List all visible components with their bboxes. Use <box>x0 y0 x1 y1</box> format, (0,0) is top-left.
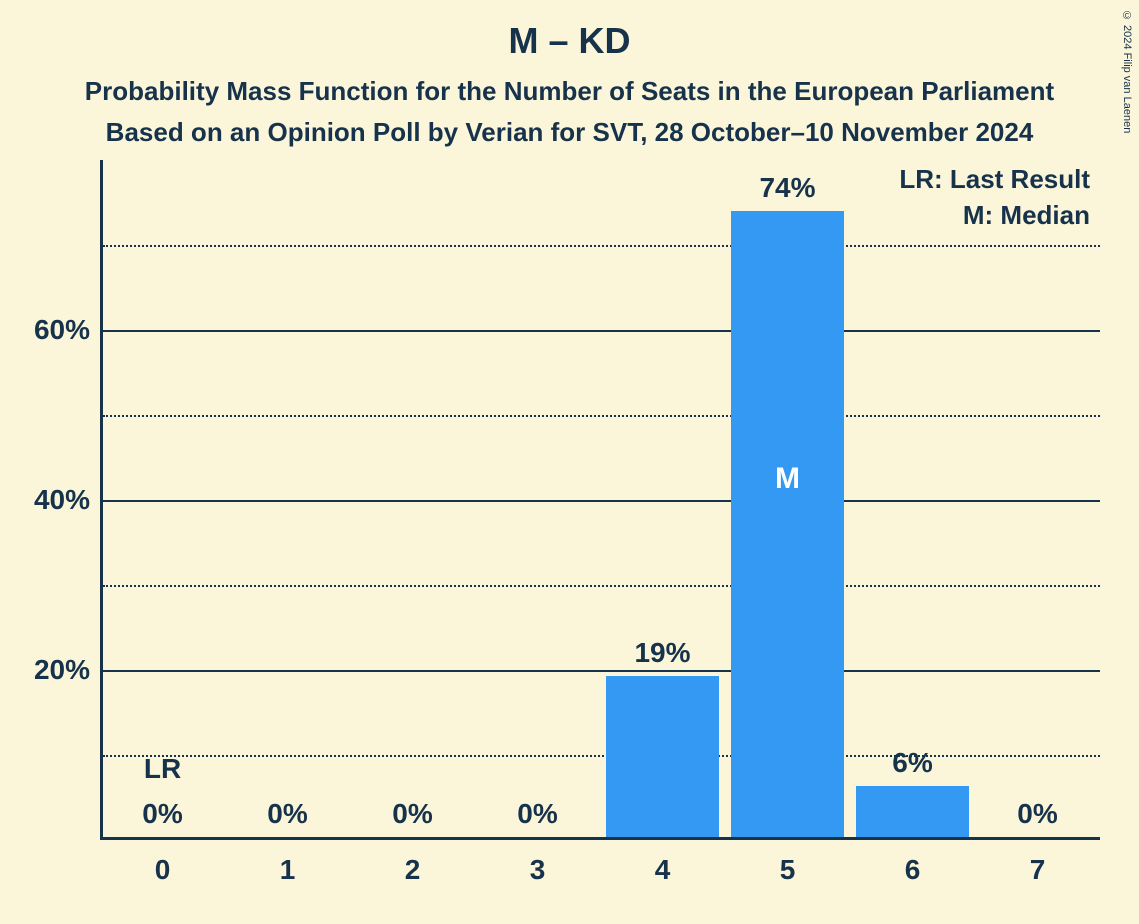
y-tick-label: 40% <box>10 484 90 516</box>
gridline-minor <box>103 245 1100 247</box>
chart-title: M – KD <box>0 0 1139 62</box>
chart-plot-area: 0%LR0%0%0%19%74%M6%0% 01234567 LR: Last … <box>100 160 1100 840</box>
bar <box>856 786 969 837</box>
bar-value-label: 6% <box>892 747 932 779</box>
bar-value-label: 0% <box>267 798 307 830</box>
legend-median: M: Median <box>963 200 1090 231</box>
gridline-major <box>103 670 1100 672</box>
bar-value-label: 74% <box>759 172 815 204</box>
bar-value-label: 0% <box>517 798 557 830</box>
x-tick-label: 0 <box>155 854 171 886</box>
gridline-major <box>103 330 1100 332</box>
median-marker: M <box>775 462 800 496</box>
x-tick-label: 1 <box>280 854 296 886</box>
x-tick-label: 6 <box>905 854 921 886</box>
bar-value-label: 19% <box>634 637 690 669</box>
gridline-minor <box>103 585 1100 587</box>
copyright-text: © 2024 Filip van Laenen <box>1121 10 1133 133</box>
gridline-minor <box>103 755 1100 757</box>
gridline-major <box>103 500 1100 502</box>
legend-lr: LR: Last Result <box>899 164 1090 195</box>
gridline-minor <box>103 415 1100 417</box>
bar-value-label: 0% <box>1017 798 1057 830</box>
x-axis <box>100 837 1100 840</box>
bar <box>606 676 719 837</box>
x-tick-label: 7 <box>1030 854 1046 886</box>
chart-subtitle-2: Based on an Opinion Poll by Verian for S… <box>0 107 1139 148</box>
chart-subtitle-1: Probability Mass Function for the Number… <box>0 62 1139 107</box>
bar <box>731 211 844 837</box>
last-result-marker: LR <box>144 753 181 785</box>
x-tick-label: 5 <box>780 854 796 886</box>
bar-value-label: 0% <box>142 798 182 830</box>
x-tick-label: 2 <box>405 854 421 886</box>
y-tick-label: 20% <box>10 654 90 686</box>
bar-value-label: 0% <box>392 798 432 830</box>
x-tick-label: 4 <box>655 854 671 886</box>
y-tick-label: 60% <box>10 314 90 346</box>
x-tick-label: 3 <box>530 854 546 886</box>
